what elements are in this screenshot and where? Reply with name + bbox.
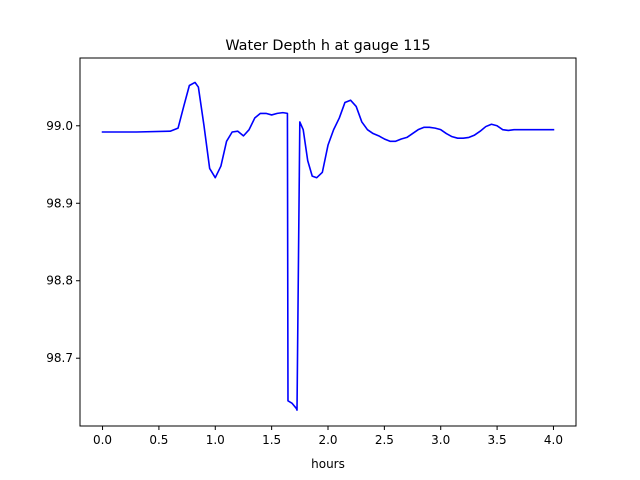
x-tick-label: 3.5 bbox=[488, 433, 507, 447]
series-line-0 bbox=[101, 81, 555, 411]
x-tick-label: 1.0 bbox=[206, 433, 225, 447]
y-tick-label: 98.7 bbox=[46, 351, 73, 365]
x-tick-label: 0.5 bbox=[149, 433, 168, 447]
x-tick-label: 1.5 bbox=[262, 433, 281, 447]
x-tick-label: 0.0 bbox=[93, 433, 112, 447]
x-tick-label: 2.5 bbox=[375, 433, 394, 447]
y-tick-label: 98.9 bbox=[46, 196, 73, 210]
x-axis-label: hours bbox=[311, 457, 345, 471]
plot-area: 0.0 0.5 1.0 1.5 2.0 2.5 3.0 3.5 4.0 98.7 98.8 98.9 9… bbox=[46, 57, 577, 447]
y-tick-label: 99.0 bbox=[46, 119, 73, 133]
chart-title: Water Depth h at gauge 115 bbox=[225, 38, 430, 54]
x-tick-label: 3.0 bbox=[431, 433, 450, 447]
y-tick-label: 98.8 bbox=[46, 274, 73, 288]
x-tick-label: 4.0 bbox=[544, 433, 563, 447]
x-tick-label: 2.0 bbox=[318, 433, 337, 447]
